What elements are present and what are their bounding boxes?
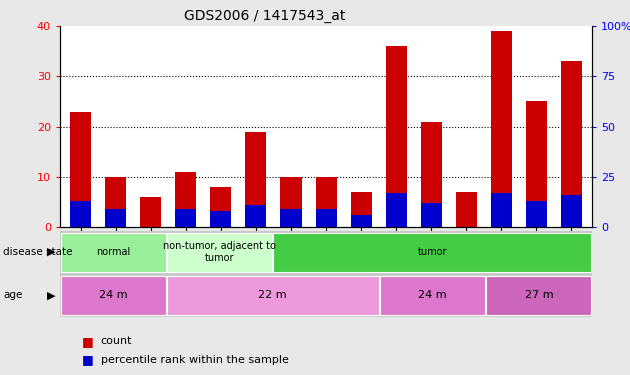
Bar [175, 209, 197, 227]
Bar [491, 31, 512, 227]
Bar [246, 205, 266, 227]
Text: disease state: disease state [3, 247, 72, 257]
Bar [421, 122, 442, 227]
Bar [167, 233, 272, 272]
Text: 22 m: 22 m [258, 290, 287, 300]
Bar [280, 209, 302, 227]
Bar [561, 195, 581, 227]
Bar [525, 102, 547, 227]
Bar [246, 132, 266, 227]
Bar [421, 203, 442, 227]
Bar [105, 177, 127, 227]
Text: 24 m: 24 m [418, 290, 447, 300]
Bar [210, 211, 231, 227]
Bar [280, 177, 302, 227]
Bar [273, 233, 592, 272]
Bar [350, 192, 372, 227]
Bar [316, 209, 336, 227]
Bar [71, 111, 91, 227]
Text: 24 m: 24 m [99, 290, 127, 300]
Bar [561, 62, 581, 227]
Bar [60, 276, 166, 315]
Bar [380, 276, 485, 315]
Text: ■: ■ [82, 354, 94, 366]
Text: ▶: ▶ [47, 247, 55, 257]
Bar [455, 192, 477, 227]
Text: age: age [3, 291, 23, 300]
Text: count: count [101, 336, 132, 346]
Bar [175, 172, 197, 227]
Text: non-tumor, adjacent to
tumor: non-tumor, adjacent to tumor [163, 242, 276, 263]
Bar [316, 177, 336, 227]
Bar [386, 46, 406, 227]
Bar [60, 233, 166, 272]
Bar [525, 201, 547, 227]
Bar [386, 193, 406, 227]
Bar [210, 187, 231, 227]
Text: ▶: ▶ [47, 291, 55, 300]
Text: ■: ■ [82, 335, 94, 348]
Bar [486, 276, 592, 315]
Text: tumor: tumor [418, 247, 447, 257]
Bar [350, 215, 372, 227]
Text: normal: normal [96, 247, 130, 257]
Bar [167, 276, 379, 315]
Text: GDS2006 / 1417543_at: GDS2006 / 1417543_at [184, 9, 345, 23]
Bar [71, 201, 91, 227]
Bar [491, 193, 512, 227]
Text: percentile rank within the sample: percentile rank within the sample [101, 355, 289, 365]
Text: 27 m: 27 m [525, 290, 553, 300]
Bar [105, 209, 127, 227]
Bar [140, 197, 161, 227]
